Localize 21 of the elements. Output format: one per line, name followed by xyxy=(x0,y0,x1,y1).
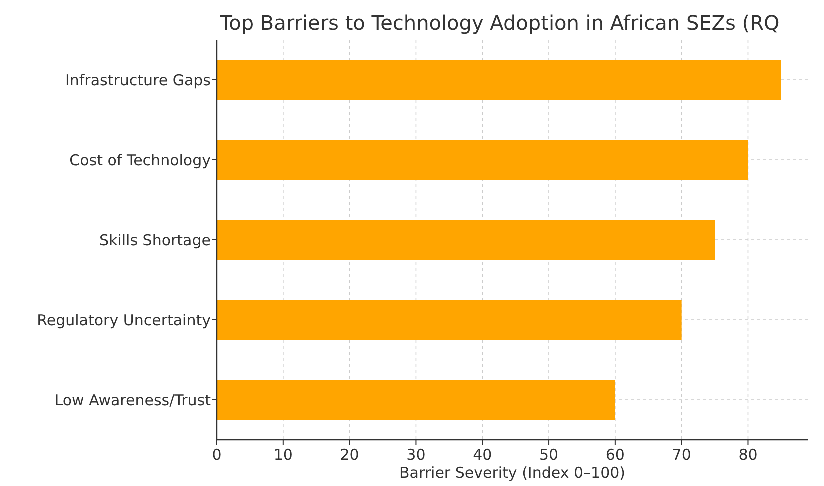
x-tick-label: 40 xyxy=(473,446,492,464)
bar xyxy=(217,60,782,100)
bar xyxy=(217,140,748,180)
y-tick-label: Skills Shortage xyxy=(100,231,211,250)
x-axis-title: Barrier Severity (Index 0–100) xyxy=(399,464,626,482)
bar xyxy=(217,300,682,340)
bar xyxy=(217,380,616,420)
x-tick-label: 20 xyxy=(340,446,360,464)
x-tick-label: 30 xyxy=(406,446,426,464)
y-tick-label: Infrastructure Gaps xyxy=(65,71,212,90)
x-tick-label: 60 xyxy=(606,446,625,464)
x-tick-label: 10 xyxy=(274,446,293,464)
y-tick-label: Regulatory Uncertainty xyxy=(37,311,212,330)
x-tick-label: 50 xyxy=(539,446,559,464)
bar xyxy=(217,220,716,260)
chart-title: Top Barriers to Technology Adoption in African SEZs (RQ xyxy=(219,11,780,35)
x-tick-label: 0 xyxy=(212,446,222,464)
x-tick-label: 70 xyxy=(672,446,692,464)
y-tick-label: Low Awareness/Trust xyxy=(54,391,212,410)
x-tick-label: 80 xyxy=(738,446,758,464)
y-tick-label: Cost of Technology xyxy=(70,151,212,170)
